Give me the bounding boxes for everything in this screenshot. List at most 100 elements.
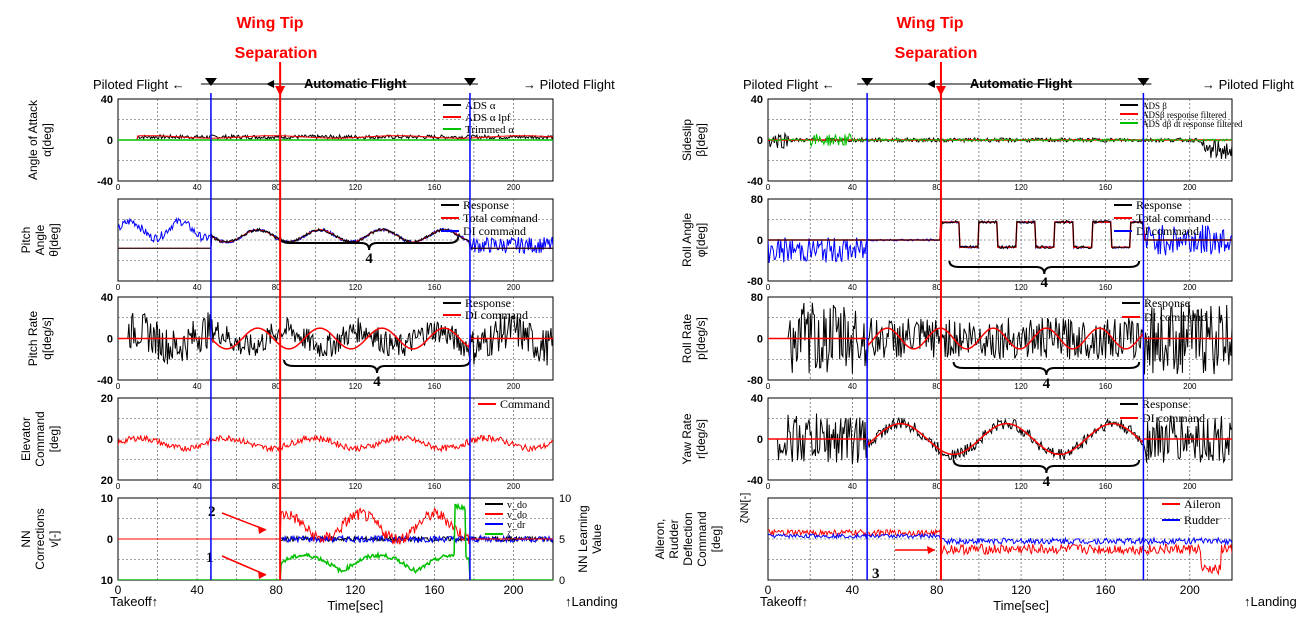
right-ytick: 0 xyxy=(757,235,763,247)
left-xtick-small: 0 xyxy=(116,382,121,391)
right-ylabel-3-1: Roll Rate xyxy=(680,314,694,364)
left-panel-1: Angle of Attack α[deg]400-40 0 40 80 120 160 20… xyxy=(26,94,554,192)
left-brace xyxy=(279,236,460,251)
left-ytick: 10 xyxy=(101,575,113,587)
left-ytick: 20 xyxy=(101,475,113,487)
right-xtick-small: 0 xyxy=(766,382,771,391)
left-series-line-3 xyxy=(118,507,553,545)
left-ylabel-4-3: [deg] xyxy=(47,426,61,453)
right-phase-marker-start xyxy=(861,78,874,86)
right-xtick-small: 200 xyxy=(1183,283,1197,292)
left-xtick-small: 80 xyxy=(272,183,281,192)
left-xtick-small: 0 xyxy=(116,283,121,292)
left-legend-label: DI command xyxy=(465,308,528,322)
left-traces xyxy=(118,312,553,366)
left-legend-label: ADS α lpf xyxy=(465,112,511,124)
right-panel-2: Roll Angle φ[deg]800-80 0 40 80 120 160 200Resp… xyxy=(680,194,1233,292)
left-xtick-small: 120 xyxy=(349,183,363,192)
right-series-line-2 xyxy=(768,327,1232,350)
left-ytick: 40 xyxy=(101,94,113,106)
right-xtick: 80 xyxy=(930,583,944,597)
right-xtick-small: 0 xyxy=(766,183,771,192)
right-legend-label: Total command xyxy=(1136,211,1211,225)
left-legend-label: v_do xyxy=(507,500,527,511)
right-ytick: 0 xyxy=(757,434,763,446)
right-xtick-small: 160 xyxy=(1099,283,1113,292)
right-event-title-2: Separation xyxy=(895,45,978,62)
right-series-line-2 xyxy=(768,532,1232,546)
left-ytick: -40 xyxy=(97,176,113,188)
right-traces xyxy=(768,131,1232,159)
left-right-label-1: NN Learning xyxy=(576,505,590,572)
right-annotation-3: 3 xyxy=(872,566,880,582)
right-xtick: 120 xyxy=(1011,583,1031,597)
left-legend-label: Trimmed α xyxy=(465,124,514,136)
right-xtick-small: 80 xyxy=(932,482,941,491)
left-xtick-small: 0 xyxy=(116,183,121,192)
left-legend-label: DI command xyxy=(463,224,526,238)
right-zeta-label: ζNN[-] xyxy=(739,493,751,524)
left-xtick-small: 0 xyxy=(116,482,121,491)
right-xtick-small: 0 xyxy=(766,482,771,491)
right-xtick: 0 xyxy=(765,583,772,597)
left-xtick-small: 200 xyxy=(507,482,521,491)
right-legend-label: DI command xyxy=(1144,310,1207,324)
right-brace-label: 4 xyxy=(1043,376,1051,392)
left-right-label-2: Value xyxy=(590,524,604,554)
right-wingtip-arrowhead xyxy=(935,86,946,96)
left-xtick-small: 160 xyxy=(428,283,442,292)
right-xtick-small: 80 xyxy=(932,382,941,391)
right-legend-label: ADSβ response filtered xyxy=(1142,110,1227,120)
left-ylabel-3-1: Pitch Rate xyxy=(26,310,40,366)
left-xtick: 40 xyxy=(190,583,204,597)
left-ylabel-2-2: Angle xyxy=(33,224,47,255)
left-xtick-small: 120 xyxy=(349,482,363,491)
left-series-line-2 xyxy=(118,135,553,141)
left-landing-label: ↑Landing xyxy=(565,594,618,609)
left-ylabel-2-1: Pitch xyxy=(19,227,33,254)
right-xlabel: Time[sec] xyxy=(993,598,1049,613)
left-xtick-small: 80 xyxy=(272,283,281,292)
right-xtick-small: 0 xyxy=(766,283,771,292)
left-brace-label: 4 xyxy=(373,374,381,390)
right-ylabel-5-1: Aileron, xyxy=(653,519,667,560)
left-xtick-small: 40 xyxy=(193,382,202,391)
left-ytick: 10 xyxy=(101,493,113,505)
left-ylabel-5-2: Corrections xyxy=(33,508,47,569)
right-phase-marker-end xyxy=(1137,78,1150,86)
left-xtick-small: 200 xyxy=(507,183,521,192)
left-legend-label: ζ_ xyxy=(507,530,517,541)
right-panel-3: Roll Rate p[deg/s]800-80 0 40 80 120 160 200Res… xyxy=(680,292,1233,392)
right-xtick-small: 160 xyxy=(1099,183,1113,192)
right-ytick: -80 xyxy=(747,276,763,288)
right-panel-5: Aileron, Rudder Deflection Command [deg]Aile… xyxy=(653,493,1233,582)
left-brace xyxy=(283,359,471,374)
right-ylabel-5-2: Rudder xyxy=(667,519,681,558)
left-xtick-small: 40 xyxy=(193,482,202,491)
left-phase-marker-end xyxy=(463,78,476,86)
left-ytick: 40 xyxy=(101,292,113,304)
right-ytick: 0 xyxy=(757,334,763,346)
right-xtick-small: 80 xyxy=(932,183,941,192)
left-xtick-small: 160 xyxy=(428,382,442,391)
right-ylabel-3-2: p[deg/s] xyxy=(694,317,708,360)
left-xtick-small: 160 xyxy=(428,183,442,192)
left-panel-3: Pitch Rate q[deg/s]400-40 0 40 80 120 160 200Re… xyxy=(26,292,554,391)
right-series-line-3 xyxy=(768,219,1232,250)
right-ylabel-5-4: Command xyxy=(695,511,709,566)
right-brace-label: 4 xyxy=(1043,474,1051,490)
right-ytick: -40 xyxy=(747,176,763,188)
left-event-title-2: Separation xyxy=(235,45,318,62)
left-ytick: -40 xyxy=(97,375,113,387)
right-phase-right: → Piloted Flight xyxy=(1202,77,1294,92)
right-legend-label: DI command xyxy=(1142,411,1205,425)
left-right-tick: 10 xyxy=(559,493,571,505)
right-landing-label: ↑Landing xyxy=(1244,594,1297,609)
right-xtick: 200 xyxy=(1180,583,1200,597)
left-phase-left: Piloted Flight ← xyxy=(93,77,185,92)
right-series-line-3 xyxy=(768,133,1232,148)
right-ylabel-2-1: Roll Angle xyxy=(680,213,694,267)
